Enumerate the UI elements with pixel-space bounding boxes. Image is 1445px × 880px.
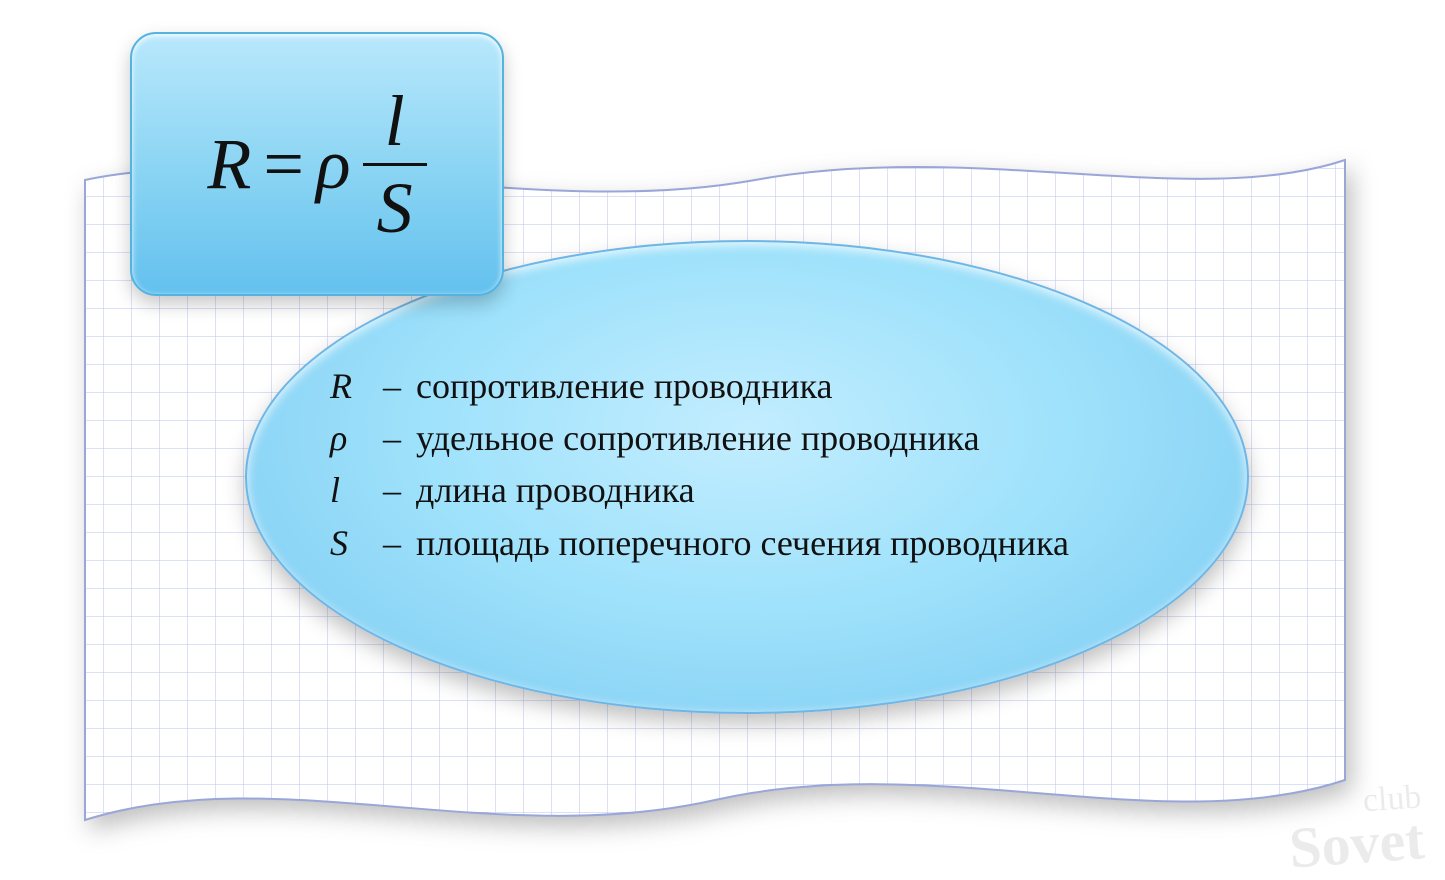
legend-text: длина проводника (416, 470, 695, 510)
legend-text: сопротивление проводника (416, 366, 833, 406)
legend-symbol: R (330, 360, 368, 412)
legend-symbol: S (330, 517, 368, 569)
legend-text: удельное сопротивление проводника (416, 418, 980, 458)
legend-dash: – (377, 418, 407, 458)
watermark-line2: Sovet (1287, 813, 1426, 875)
fraction-bar (363, 163, 427, 166)
legend-dash: – (377, 523, 407, 563)
legend-dash: – (377, 366, 407, 406)
legend-row: ρ – удельное сопротивление проводника (330, 412, 1170, 464)
formula-coeff: ρ (316, 128, 351, 200)
fraction-denominator: S (363, 172, 427, 244)
formula-lhs: R (207, 128, 251, 200)
watermark: club Sovet (1285, 783, 1426, 875)
formula-card: R = ρ l S (130, 32, 504, 296)
legend-row: S – площадь поперечного сечения проводни… (330, 517, 1170, 569)
fraction-numerator: l (371, 85, 419, 157)
stage: R = ρ l S R – сопротивление проводника ρ… (0, 0, 1445, 880)
legend-dash: – (377, 470, 407, 510)
legend: R – сопротивление проводника ρ – удельно… (330, 360, 1170, 569)
legend-row: l – длина проводника (330, 464, 1170, 516)
equals-sign: = (263, 128, 304, 200)
formula: R = ρ l S (207, 85, 426, 244)
formula-fraction: l S (363, 85, 427, 244)
legend-text: площадь поперечного сечения проводника (416, 523, 1069, 563)
legend-symbol: l (330, 464, 368, 516)
legend-row: R – сопротивление проводника (330, 360, 1170, 412)
legend-symbol: ρ (330, 412, 368, 464)
